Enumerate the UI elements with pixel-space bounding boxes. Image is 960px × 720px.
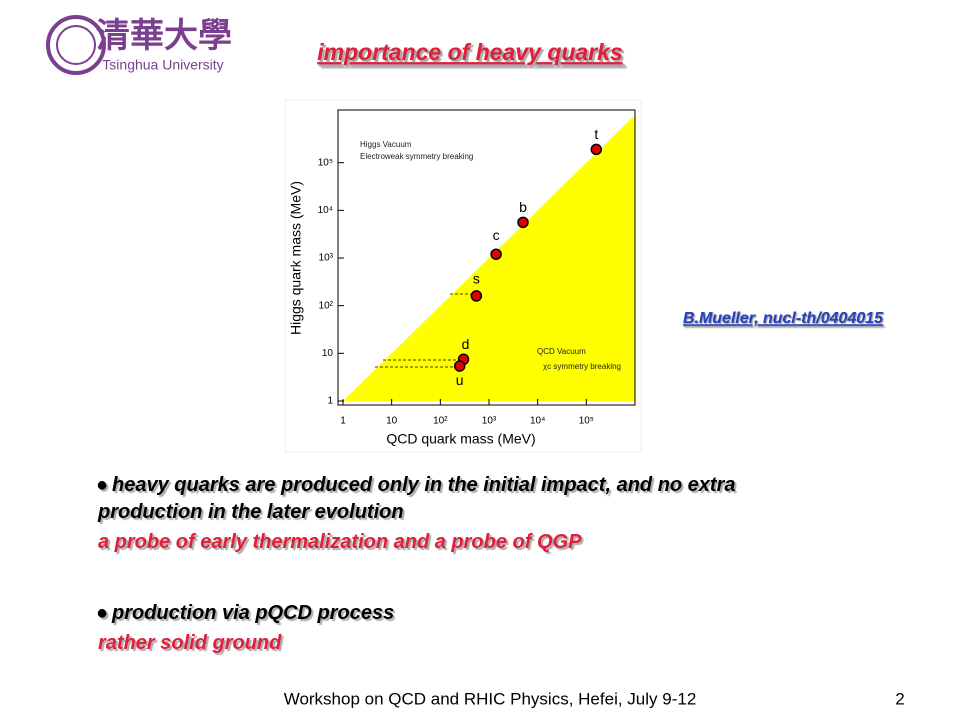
bullet-dot: ●: [96, 474, 109, 496]
y-tick-label: 10²: [319, 300, 334, 311]
point: [453, 360, 466, 372]
x-tick-label: 1: [340, 416, 346, 427]
point: [490, 248, 502, 260]
credit: B.Mueller, nucl-th/0404015: [683, 310, 884, 327]
x-tick-label: 10: [386, 416, 398, 427]
point-label: t: [594, 126, 598, 142]
x-tick-label: 10⁵: [579, 416, 594, 427]
bullet-note: a probe of early thermalization and a pr…: [98, 531, 582, 553]
chart: 1 10 10² 10³ 10⁴ 10⁵ 1 10 10² 10³ 10⁴ 10⁵ QCD quark …: [288, 109, 636, 447]
point-label: u: [456, 372, 464, 388]
logo-inner: [56, 25, 96, 65]
logo-english: Tsinghua University: [102, 57, 223, 73]
annotation: QCD Vacuum: [537, 347, 586, 356]
point: [470, 290, 483, 302]
bullet-dot: ●: [96, 602, 109, 624]
slide-title: importance of heavy quarks: [317, 39, 623, 65]
bullet-text: heavy quarks are produced only in the in…: [112, 474, 736, 496]
y-tick-label: 10: [322, 348, 334, 359]
point: [517, 216, 529, 229]
bullet-text: production via pQCD process: [112, 602, 395, 624]
point-label: d: [462, 336, 470, 352]
point-label: b: [519, 199, 527, 215]
x-tick-label: 10³: [482, 416, 497, 427]
y-tick-label: 1: [327, 396, 333, 407]
y-tick-label: 10⁴: [318, 205, 333, 216]
y-axis-label: Higgs quark mass (MeV): [288, 181, 304, 335]
logo: 清華大學 Tsinghua University: [46, 15, 232, 75]
x-axis-label: QCD quark mass (MeV): [386, 431, 535, 447]
x-tick-label: 10²: [433, 416, 448, 427]
point: [590, 143, 603, 156]
y-tick-label: 10³: [319, 253, 334, 264]
logo-ring: [46, 15, 106, 75]
bullet-text: production in the later evolution: [98, 501, 404, 523]
yellow-region: [343, 115, 635, 401]
logo-chinese: 清華大學: [96, 16, 232, 56]
x-tick-label: 10⁴: [530, 416, 545, 427]
y-tick-label: 10⁵: [318, 157, 333, 168]
bullet-note: rather solid ground: [98, 632, 282, 654]
point-label: s: [473, 271, 480, 287]
annotation: χc symmetry breaking: [543, 362, 621, 371]
annotation: Electroweak symmetry breaking: [360, 152, 473, 161]
annotation: Higgs Vacuum: [360, 140, 412, 149]
point-label: c: [493, 227, 500, 243]
page-number: 2: [895, 689, 904, 708]
footer: Workshop on QCD and RHIC Physics, Hefei,…: [284, 689, 697, 708]
